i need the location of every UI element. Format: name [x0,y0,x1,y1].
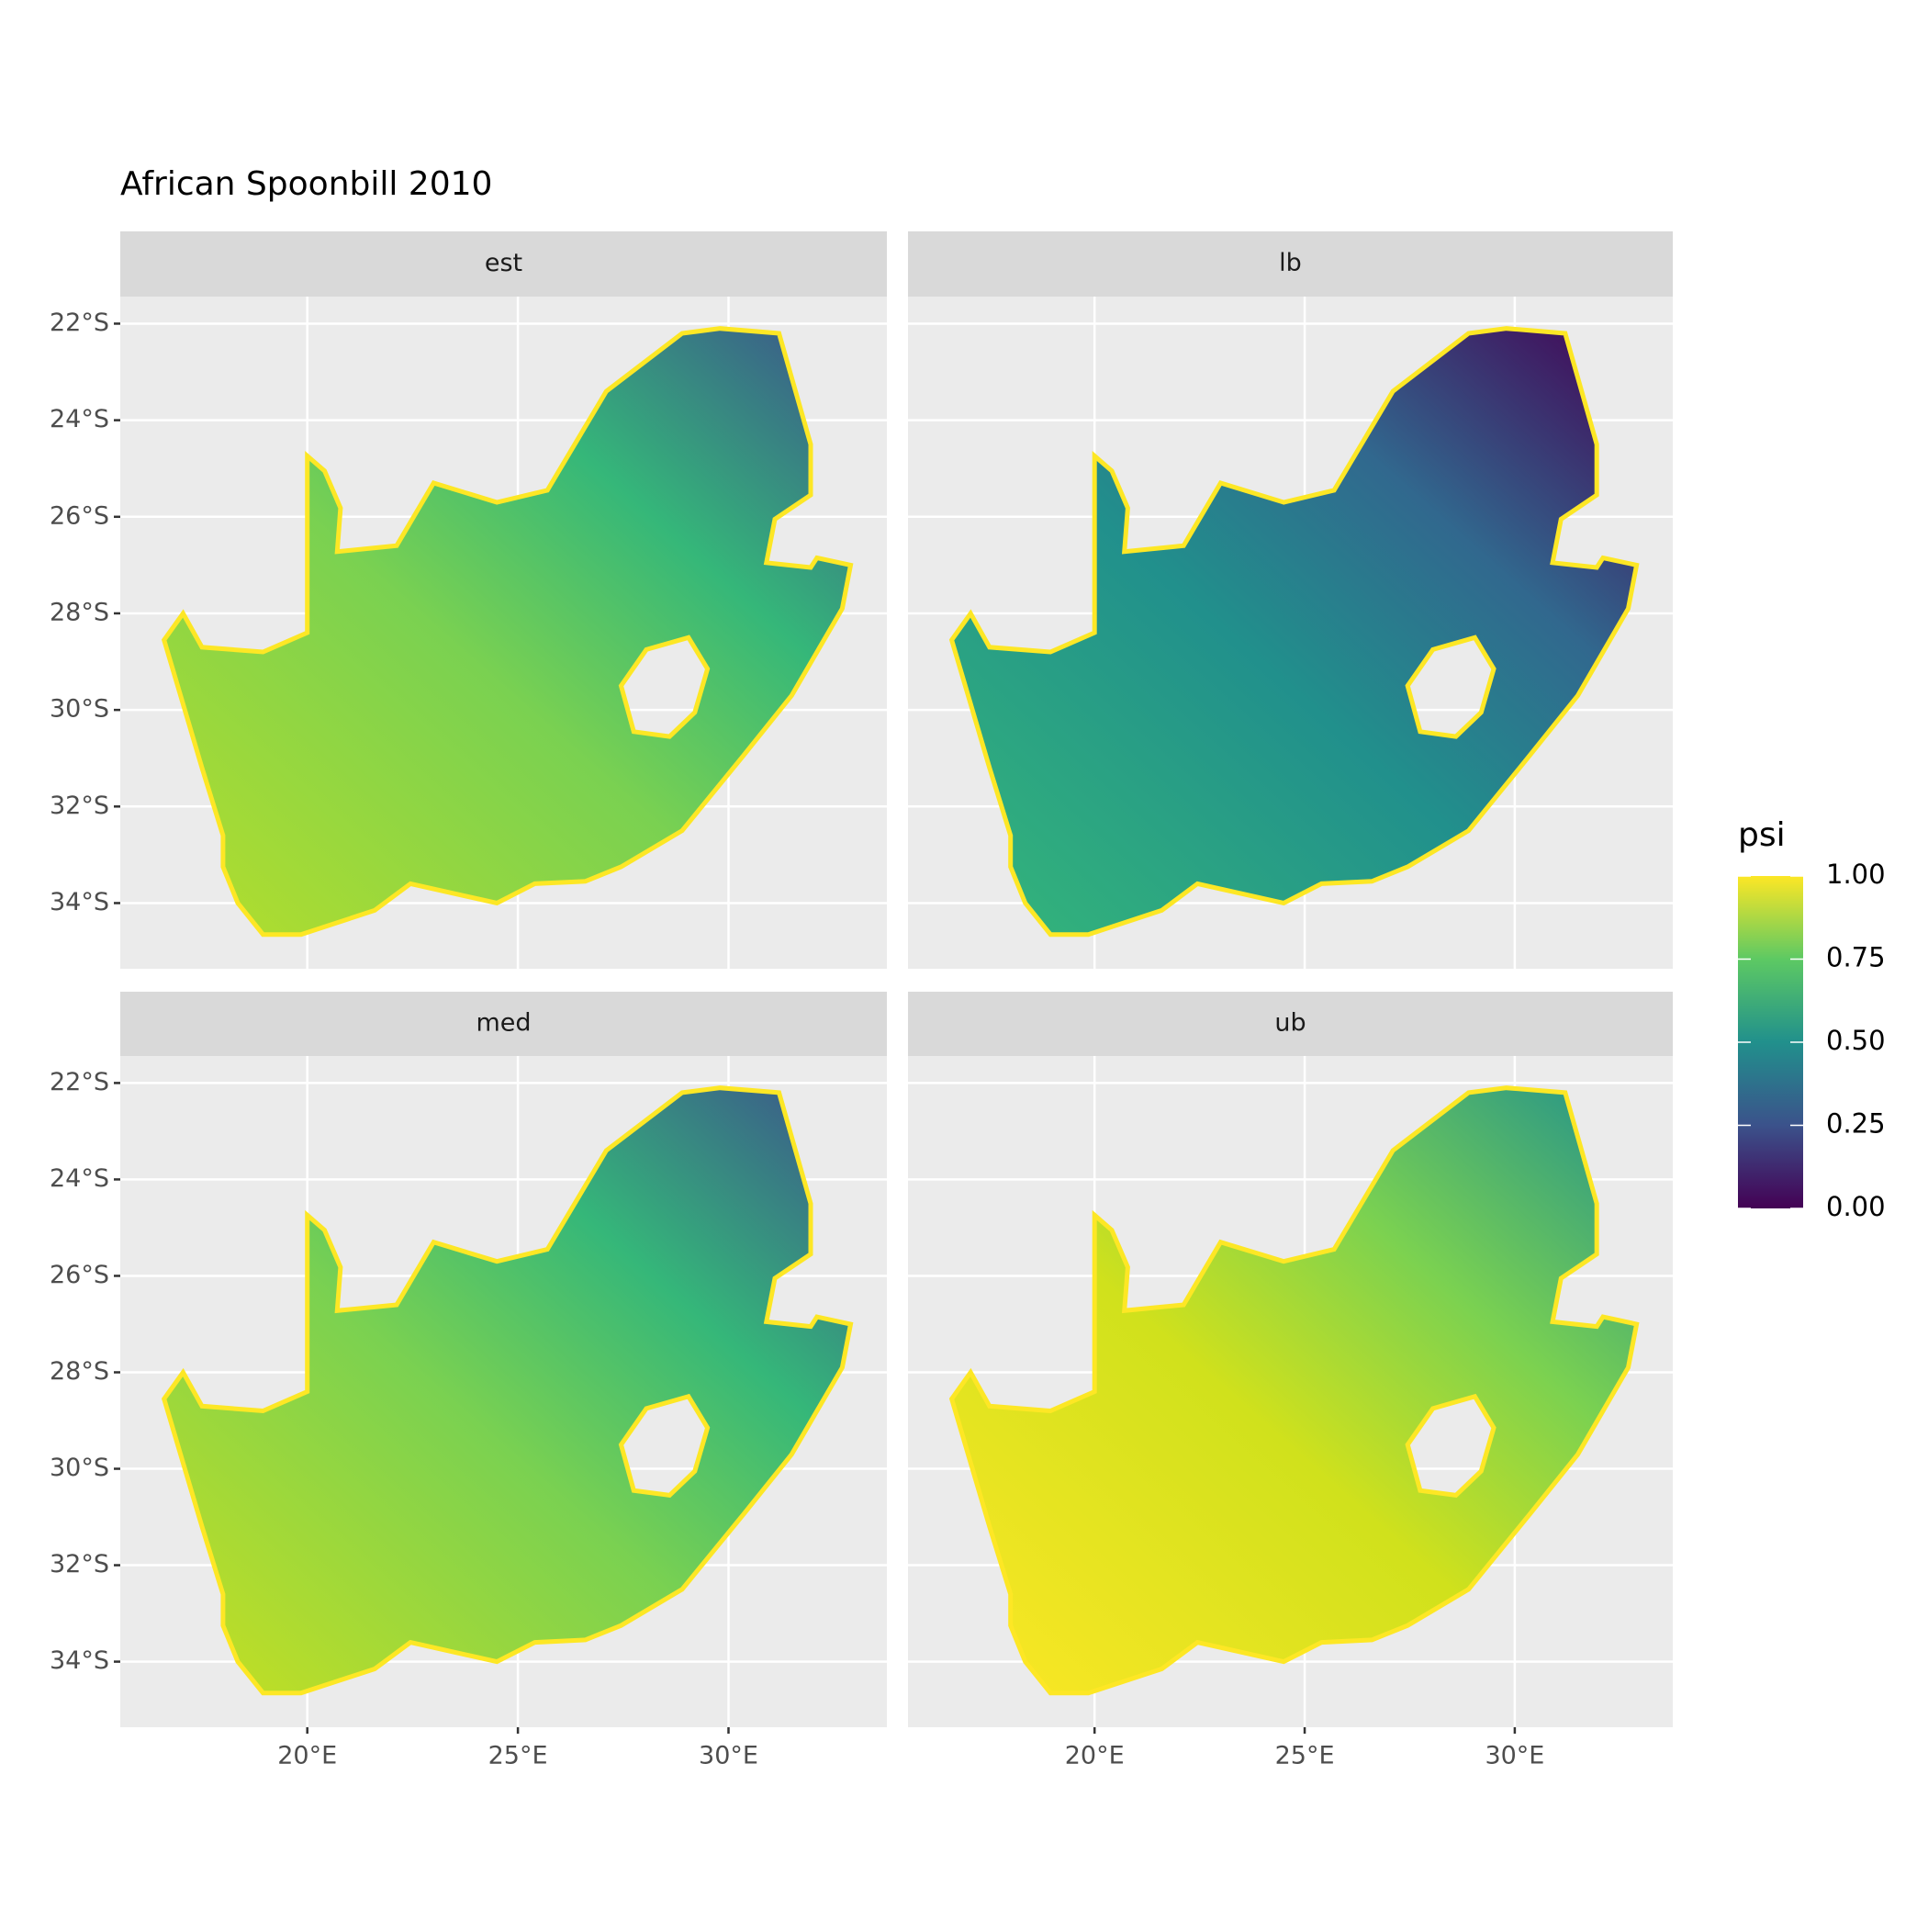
x-tick-label: 20°E [1065,1742,1125,1770]
x-tick-label: 25°E [488,1742,548,1770]
raster-surface [161,1085,854,1696]
y-tick-label: 22°S [50,309,109,337]
x-tick-label: 20°E [277,1742,337,1770]
facet-strip [120,231,887,297]
y-tick-label: 30°S [50,695,109,724]
x-tick-label: 25°E [1275,1742,1335,1770]
y-tick-label: 26°S [50,1261,109,1289]
raster-surface [948,326,1640,938]
y-tick-label: 24°S [50,405,109,433]
y-tick-label: 30°S [50,1454,109,1482]
y-tick-label: 24°S [50,1164,109,1193]
facet-label: ub [1274,1009,1306,1038]
y-tick-label: 32°S [50,792,109,820]
y-tick-label: 34°S [50,888,109,916]
legend-label: 0.50 [1826,1025,1886,1056]
y-tick-label: 32°S [50,1550,109,1578]
y-tick-label: 28°S [50,1357,109,1386]
raster-surface [161,326,854,938]
facet-strip [120,992,887,1056]
facet-label: lb [1279,249,1302,277]
legend-title: psi [1738,816,1786,854]
facet-strip [908,231,1673,297]
legend-label: 0.25 [1826,1108,1886,1140]
y-tick-label: 28°S [50,598,109,626]
x-tick-label: 30°E [699,1742,758,1770]
facet-label: med [476,1009,531,1038]
chart-title: African Spoonbill 2010 [120,165,492,203]
y-tick-label: 26°S [50,501,109,530]
y-tick-label: 22°S [50,1068,109,1096]
legend-label: 1.00 [1826,859,1886,890]
x-tick-label: 30°E [1485,1742,1544,1770]
legend-label: 0.00 [1826,1191,1886,1222]
legend-label: 0.75 [1826,942,1886,973]
y-tick-label: 34°S [50,1646,109,1675]
raster-surface [948,1085,1640,1696]
facet-strip [908,992,1673,1056]
facet-label: est [485,249,522,277]
